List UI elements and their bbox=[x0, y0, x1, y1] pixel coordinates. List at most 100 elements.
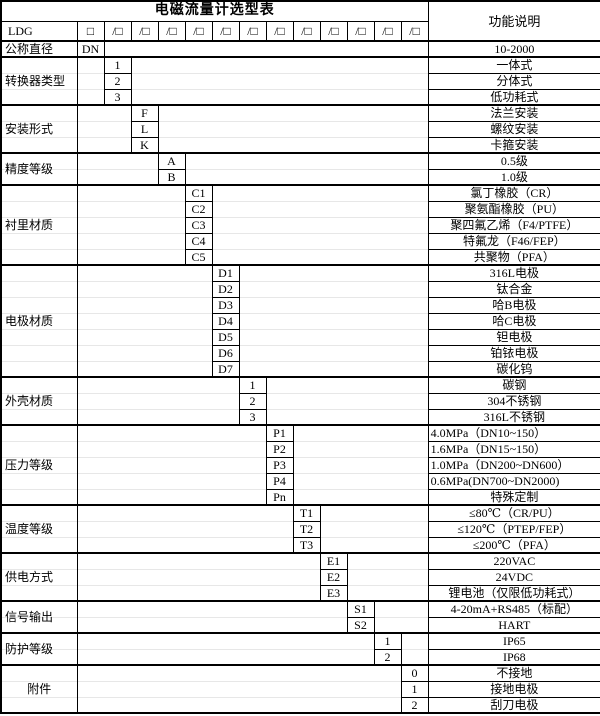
left-spacer-cell bbox=[76, 424, 267, 506]
code-cell: T2 bbox=[292, 520, 321, 538]
description-cell: 法兰安装 bbox=[427, 104, 600, 122]
section-row: Pn 特殊定制 bbox=[1, 488, 600, 506]
section-label: 附件 bbox=[0, 664, 78, 714]
code-cell: P2 bbox=[265, 440, 294, 458]
section-label: 信号输出 bbox=[0, 600, 78, 634]
description-cell: 共聚物（PFA） bbox=[427, 248, 600, 266]
section-row: D4 哈C电极 bbox=[1, 312, 600, 330]
section-label: 温度等级 bbox=[0, 504, 78, 554]
code-cell: D1 bbox=[211, 264, 240, 282]
code-cell: 3 bbox=[103, 88, 132, 106]
left-spacer-cell bbox=[76, 552, 321, 602]
code-cell: C2 bbox=[184, 200, 213, 218]
description-cell: 接地电极 bbox=[427, 680, 600, 698]
section-row: D6 铂铱电极 bbox=[1, 344, 600, 362]
description-cell: 316L电极 bbox=[427, 264, 600, 282]
model-slot-cell: /□ bbox=[373, 20, 402, 42]
code-cell: E2 bbox=[319, 568, 348, 586]
section-label: 防护等级 bbox=[0, 632, 78, 666]
section-row: 防护等级 1 IP65 bbox=[0, 632, 600, 666]
description-cell: 碳化钨 bbox=[427, 360, 600, 378]
description-cell: 不接地 bbox=[427, 664, 600, 682]
model-slot-cell: /□ bbox=[400, 20, 429, 42]
model-slot-cell: /□ bbox=[211, 20, 240, 42]
left-spacer-cell bbox=[76, 104, 132, 154]
right-spacer-cell bbox=[130, 56, 429, 106]
function-description-header: 功能说明 bbox=[427, 0, 600, 42]
section-label: 转换器类型 bbox=[0, 56, 78, 106]
section-label: 精度等级 bbox=[0, 152, 78, 186]
section-row: D7 碳化钨 bbox=[1, 360, 600, 378]
section-row: D3 哈B电极 bbox=[1, 296, 600, 314]
section-row: 信号输出 S1 4-20mA+RS485（标配） bbox=[0, 600, 600, 634]
right-spacer-cell bbox=[184, 152, 429, 186]
code-cell: D7 bbox=[211, 360, 240, 378]
code-cell: 1 bbox=[238, 376, 267, 394]
code-cell: 2 bbox=[400, 696, 429, 714]
code-cell: A bbox=[157, 152, 186, 170]
description-cell: 聚氨酯橡胶（PU） bbox=[427, 200, 600, 218]
section-row: E2 24VDC bbox=[1, 568, 600, 586]
description-cell: 304不锈钢 bbox=[427, 392, 600, 410]
model-slot-cell: /□ bbox=[292, 20, 321, 42]
section-row: 供电方式 E1 220VAC bbox=[0, 552, 600, 602]
code-cell: D3 bbox=[211, 296, 240, 314]
description-cell: 碳钢 bbox=[427, 376, 600, 394]
code-cell: 2 bbox=[373, 648, 402, 666]
section-row: 2 刮刀电极 bbox=[1, 696, 600, 714]
code-cell: C1 bbox=[184, 184, 213, 202]
description-cell: ≤120℃（PTEP/FEP） bbox=[427, 520, 600, 538]
description-cell: ≤80℃（CR/PU） bbox=[427, 504, 600, 522]
code-cell: D2 bbox=[211, 280, 240, 298]
right-spacer-cell bbox=[211, 184, 429, 266]
description-cell: 卡箍安装 bbox=[427, 136, 600, 154]
left-spacer-cell bbox=[76, 600, 348, 634]
section-row: 精度等级 A 0.5级 bbox=[0, 152, 600, 186]
model-slot-cell: /□ bbox=[130, 20, 159, 42]
description-cell: 氯丁橡胶（CR） bbox=[427, 184, 600, 202]
code-cell: 2 bbox=[103, 72, 132, 90]
section-row: 附件 0 不接地 bbox=[0, 664, 600, 714]
section-row: K 卡箍安装 bbox=[1, 136, 600, 154]
model-slot-cell: /□ bbox=[103, 20, 132, 42]
right-spacer-cell bbox=[265, 376, 429, 426]
section-row: 衬里材质 C1 氯丁橡胶（CR） bbox=[0, 184, 600, 266]
right-spacer-cell bbox=[103, 40, 429, 58]
section-row: 公称直径 DN 10-2000 bbox=[0, 40, 600, 58]
code-cell: S1 bbox=[346, 600, 375, 618]
code-cell: C5 bbox=[184, 248, 213, 266]
description-cell: 特殊定制 bbox=[427, 488, 600, 506]
section-label: 电极材质 bbox=[0, 264, 78, 378]
section-row: L 螺纹安装 bbox=[1, 120, 600, 138]
description-cell: 1.0级 bbox=[427, 168, 600, 186]
left-spacer-cell bbox=[76, 152, 159, 186]
code-cell: C3 bbox=[184, 216, 213, 234]
right-spacer-cell bbox=[292, 424, 429, 506]
section-row: 安装形式 F 法兰安装 bbox=[0, 104, 600, 154]
table-title: 电磁流量计选型表 bbox=[0, 0, 429, 22]
model-slot-cell: /□ bbox=[184, 20, 213, 42]
description-cell: 铂铱电极 bbox=[427, 344, 600, 362]
description-cell: 4.0MPa（DN10~150） bbox=[427, 424, 600, 442]
code-cell: P4 bbox=[265, 472, 294, 490]
left-spacer-cell bbox=[76, 184, 186, 266]
code-cell: Pn bbox=[265, 488, 294, 506]
code-cell: T3 bbox=[292, 536, 321, 554]
code-cell: 3 bbox=[238, 408, 267, 426]
code-cell: S2 bbox=[346, 616, 375, 634]
section-row: 3 316L不锈钢 bbox=[1, 408, 600, 426]
description-cell: 一体式 bbox=[427, 56, 600, 74]
section-label: 压力等级 bbox=[0, 424, 78, 506]
description-cell: 4-20mA+RS485（标配） bbox=[427, 600, 600, 618]
code-cell: 0 bbox=[400, 664, 429, 682]
code-cell: 1 bbox=[400, 680, 429, 698]
model-first-box: □ bbox=[76, 20, 105, 42]
description-cell: 10-2000 bbox=[427, 40, 600, 58]
model-slot-cell: /□ bbox=[238, 20, 267, 42]
code-cell: E3 bbox=[319, 584, 348, 602]
left-spacer-cell bbox=[76, 504, 294, 554]
model-slot-cell: /□ bbox=[157, 20, 186, 42]
